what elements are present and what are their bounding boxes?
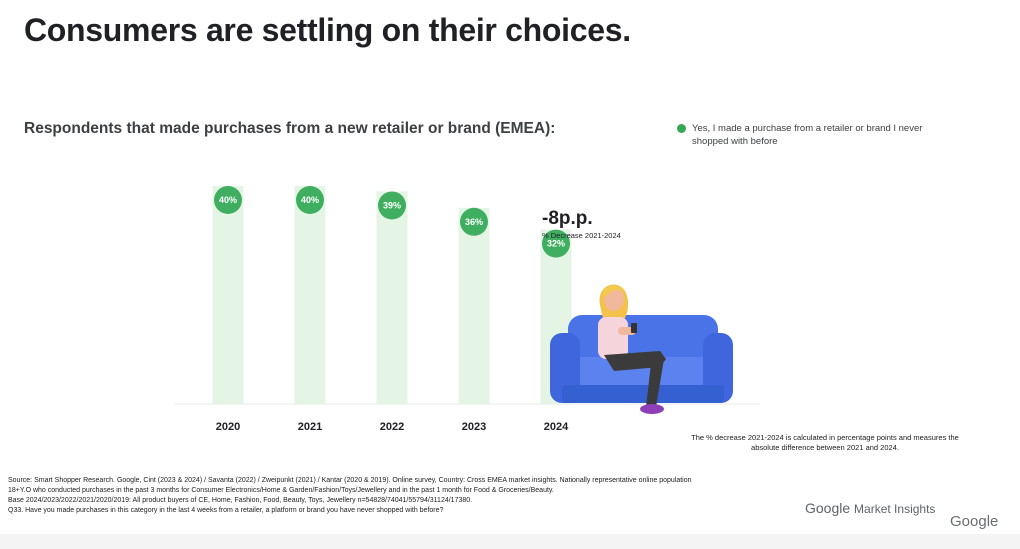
footnote: The % decrease 2021-2024 is calculated i…: [691, 433, 959, 452]
bar-2022: [376, 191, 408, 404]
data-label-2020: 40%: [219, 195, 237, 205]
woman-on-sofa-illustration: [550, 284, 733, 414]
bar-2020: [212, 186, 244, 404]
brand-google: Google: [805, 500, 851, 516]
brand-market-insights: Market Insights: [854, 502, 936, 516]
tick-label-2020: 2020: [216, 421, 240, 433]
google-logo: Google: [950, 513, 999, 530]
data-label-2022: 39%: [383, 200, 401, 210]
tick-label-2023: 2023: [462, 421, 486, 433]
legend-label: Yes, I made a purchase from a retailer o…: [692, 123, 923, 147]
source-text: Source: Smart Shopper Research. Google, …: [8, 476, 798, 516]
tick-label-2022: 2022: [380, 421, 404, 433]
value-dot-2021: [296, 186, 324, 214]
chart-legend: Yes, I made a purchase from a retailer o…: [677, 122, 957, 148]
tick-label-2021: 2021: [298, 421, 322, 433]
data-label-2024: 32%: [547, 239, 565, 249]
tick-label-2024: 2024: [544, 421, 569, 433]
bar-2021: [294, 186, 326, 404]
data-label-2023: 36%: [465, 217, 483, 227]
page-title: Consumers are settling on their choices.: [24, 12, 631, 48]
bar-2023: [458, 207, 490, 404]
decrease-label: % Decrease 2021-2024: [542, 231, 621, 240]
source-line: Base 2024/2023/2022/2021/2020/2019: All …: [8, 497, 473, 504]
market-insights-logo: Google Market Insights: [805, 500, 935, 516]
bottom-strip: [0, 534, 1020, 549]
value-dot-2022: [378, 191, 406, 220]
value-dot-2020: [214, 186, 242, 214]
legend-dot-icon: [677, 124, 686, 133]
source-line: 18+Y.O who conducted purchases in the pa…: [8, 487, 554, 494]
chart-subtitle: Respondents that made purchases from a n…: [24, 120, 556, 137]
data-label-2021: 40%: [301, 195, 319, 205]
decrease-value: -8p.p.: [542, 208, 593, 229]
source-line: Source: Smart Shopper Research. Google, …: [8, 477, 692, 484]
value-dot-2023: [460, 207, 488, 236]
source-line: Q33. Have you made purchases in this cat…: [8, 507, 444, 514]
value-dot-2024: [542, 229, 570, 258]
